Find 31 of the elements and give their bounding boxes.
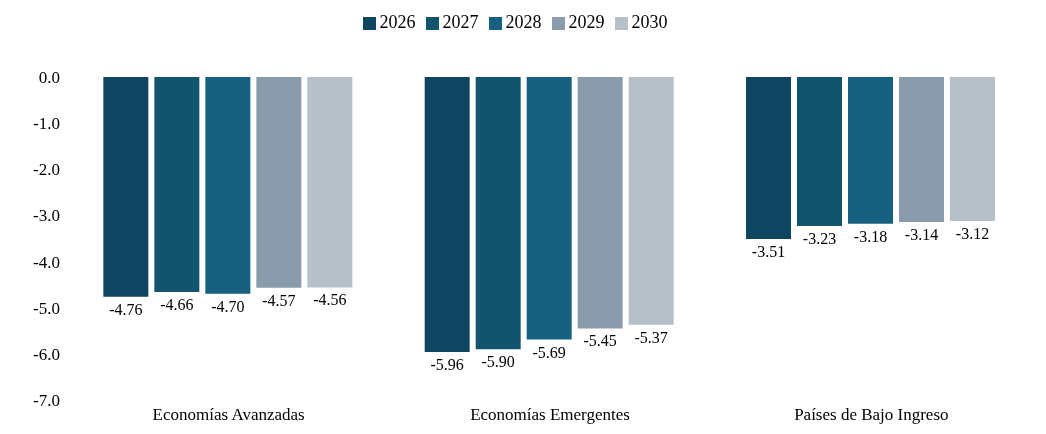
x-tick-label: Economías Avanzadas bbox=[152, 405, 305, 425]
y-tick-label: -7.0 bbox=[33, 391, 60, 411]
data-label: -4.56 bbox=[313, 291, 347, 309]
legend-label: 2028 bbox=[505, 12, 542, 32]
legend-label: 2030 bbox=[631, 12, 668, 32]
data-label: -4.66 bbox=[160, 296, 194, 314]
data-label: -4.57 bbox=[262, 291, 296, 309]
data-label: -5.45 bbox=[583, 332, 617, 350]
data-label: -5.96 bbox=[430, 356, 464, 374]
y-tick-label: -4.0 bbox=[33, 252, 60, 272]
x-tick-label: Economías Emergentes bbox=[470, 405, 630, 425]
data-label: -4.70 bbox=[211, 297, 245, 315]
data-label: -3.18 bbox=[853, 227, 888, 245]
y-tick-label: -6.0 bbox=[33, 344, 60, 364]
y-tick-label: -2.0 bbox=[33, 160, 60, 180]
y-tick-label: -3.0 bbox=[33, 206, 60, 226]
data-label: -3.23 bbox=[802, 230, 837, 248]
legend-label: 2026 bbox=[379, 12, 416, 32]
data-label: -4.76 bbox=[109, 300, 143, 318]
data-label: -3.14 bbox=[904, 225, 939, 243]
y-tick-label: -5.0 bbox=[33, 298, 60, 318]
data-label: -3.51 bbox=[751, 242, 786, 260]
y-tick-label: -1.0 bbox=[33, 114, 60, 134]
legend-label: 2027 bbox=[442, 12, 479, 32]
x-tick-label: Países de Bajo Ingreso bbox=[794, 405, 949, 425]
data-label: -5.37 bbox=[634, 328, 668, 346]
data-label: -5.69 bbox=[532, 343, 566, 361]
data-label: -5.90 bbox=[481, 353, 515, 371]
data-label: -3.12 bbox=[955, 224, 990, 242]
y-tick-label: 0.0 bbox=[38, 68, 60, 88]
legend-label: 2029 bbox=[568, 12, 605, 32]
